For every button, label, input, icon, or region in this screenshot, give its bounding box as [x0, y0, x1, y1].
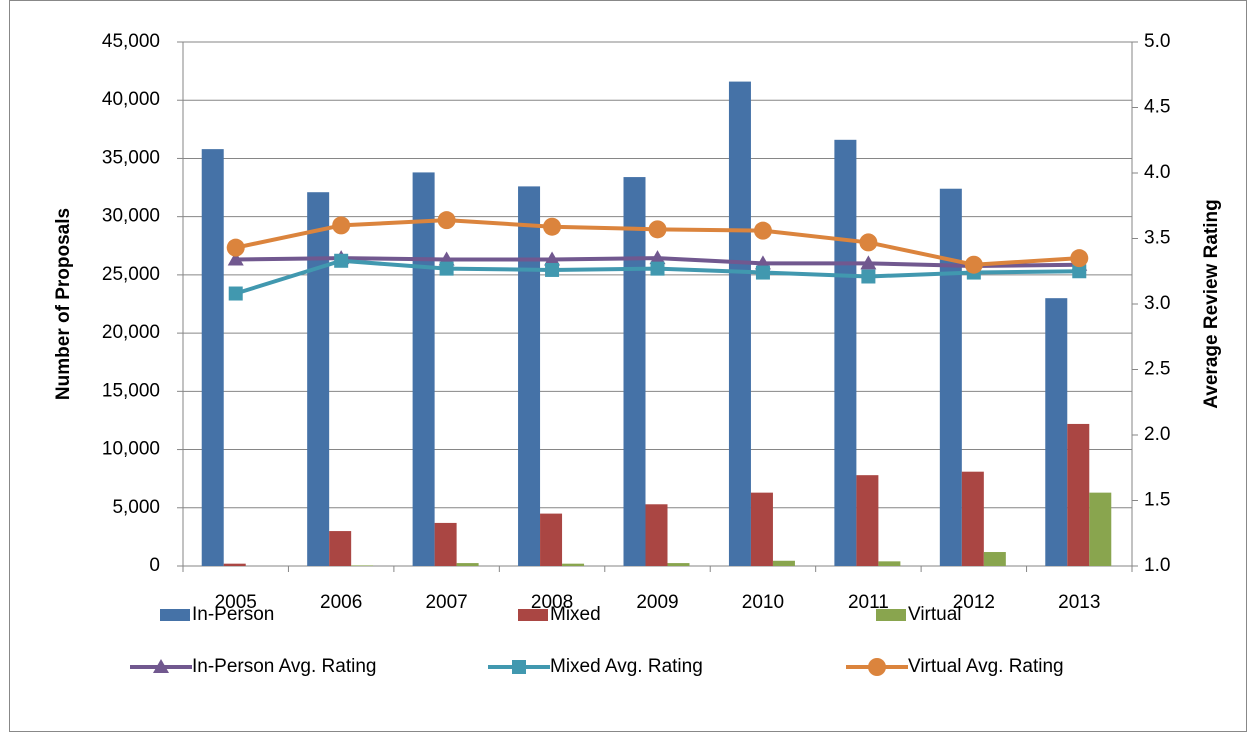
x-tick-label: 2008: [531, 592, 573, 613]
point: [753, 221, 772, 240]
legend-marker: [153, 659, 169, 673]
point: [1070, 249, 1089, 268]
bar: [1089, 492, 1112, 566]
x-tick-label: 2010: [742, 592, 784, 613]
y-tick-label: 25,000: [102, 264, 160, 285]
y2-tick-label: 2.0: [1144, 424, 1170, 445]
legend-marker: [512, 660, 526, 674]
y-tick-label: 45,000: [102, 31, 160, 52]
point: [228, 286, 243, 301]
point: [543, 217, 562, 236]
point: [964, 255, 983, 274]
legend-swatch: [876, 609, 906, 621]
y-tick-label: 0: [149, 555, 160, 576]
x-tick-label: 2011: [848, 592, 889, 613]
point: [861, 269, 876, 284]
bar: [645, 504, 668, 566]
bar: [983, 552, 1006, 566]
bar: [201, 149, 224, 566]
y2-tick-label: 2.5: [1144, 359, 1170, 380]
point: [332, 216, 351, 235]
legend-label: Mixed Avg. Rating: [550, 656, 703, 677]
y-tick-label: 20,000: [102, 322, 160, 343]
point: [648, 220, 667, 239]
y2-tick-label: 1.0: [1144, 555, 1170, 576]
point: [1072, 264, 1087, 279]
point: [860, 255, 877, 270]
y-tick-label: 5,000: [112, 497, 160, 518]
x-tick-label: 2006: [320, 592, 362, 613]
x-tick-label: 2007: [425, 592, 467, 613]
bar: [540, 513, 563, 566]
bar: [878, 561, 901, 566]
x-tick-label: 2012: [953, 592, 995, 613]
point: [439, 261, 454, 276]
bar: [223, 563, 246, 566]
y2-tick-label: 4.5: [1144, 97, 1170, 118]
y-tick-label: 35,000: [102, 147, 160, 168]
point: [545, 262, 560, 277]
legend-label: Virtual Avg. Rating: [908, 656, 1064, 677]
bar: [1045, 298, 1068, 566]
y-tick-label: 30,000: [102, 206, 160, 227]
point: [544, 251, 561, 266]
point: [226, 238, 245, 257]
bar: [667, 563, 690, 566]
bar: [728, 81, 751, 566]
y-tick-label: 40,000: [102, 89, 160, 110]
y-tick-label: 10,000: [102, 439, 160, 460]
y2-tick-label: 3.5: [1144, 228, 1170, 249]
bar: [434, 522, 457, 566]
bar: [518, 186, 541, 566]
legend-swatch: [518, 609, 548, 621]
legend-label: Virtual: [908, 604, 962, 625]
bar: [412, 172, 435, 566]
y2-axis-title: Average Review Rating: [1201, 199, 1222, 408]
y2-tick-label: 3.0: [1144, 293, 1170, 314]
legend-label: In-Person: [192, 604, 274, 625]
point: [227, 251, 244, 266]
y2-tick-label: 4.0: [1144, 162, 1170, 183]
point: [437, 211, 456, 230]
legend-label: In-Person Avg. Rating: [192, 656, 376, 677]
y-axis-title: Number of Proposals: [53, 208, 74, 400]
bar: [562, 563, 585, 566]
point: [334, 253, 349, 268]
y2-tick-label: 5.0: [1144, 31, 1170, 52]
y2-tick-label: 1.5: [1144, 490, 1170, 511]
bar: [939, 188, 962, 566]
y-tick-label: 15,000: [102, 380, 160, 401]
x-tick-label: 2013: [1058, 592, 1100, 613]
point: [755, 265, 770, 280]
bar: [750, 492, 773, 566]
x-tick-label: 2009: [636, 592, 678, 613]
x-tick-label: 2005: [215, 592, 257, 613]
point: [650, 261, 665, 276]
bar: [623, 177, 646, 566]
legend-label: Mixed: [550, 604, 601, 625]
legend-marker: [868, 658, 886, 676]
bar: [1067, 423, 1090, 566]
bar: [772, 560, 795, 566]
bar: [961, 471, 984, 566]
bar: [834, 139, 857, 566]
bar: [351, 565, 374, 566]
bar: [307, 192, 330, 567]
legend-swatch: [160, 609, 190, 621]
point: [859, 233, 878, 252]
bar: [329, 531, 352, 566]
bar: [456, 563, 479, 566]
point: [649, 250, 666, 265]
bar: [856, 475, 879, 566]
